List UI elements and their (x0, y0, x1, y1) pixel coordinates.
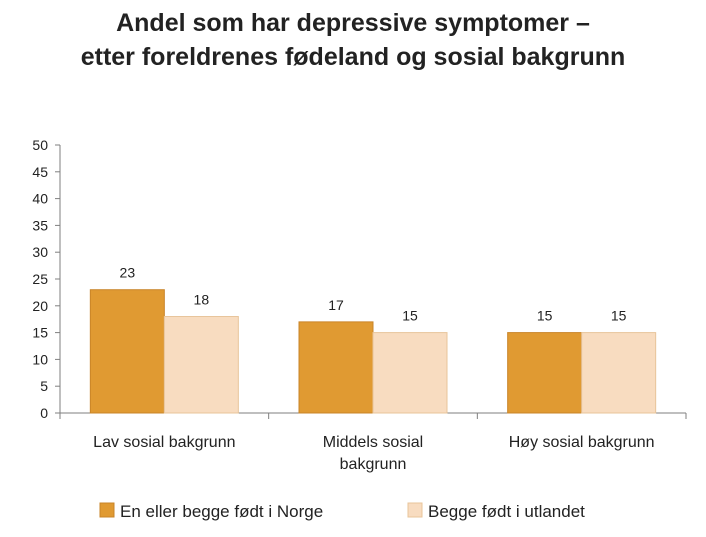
category-label-line: bakgrunn (340, 456, 407, 473)
data-label: 17 (328, 297, 344, 313)
y-tick-label: 10 (32, 351, 48, 367)
category-label-line: Lav sosial bakgrunn (93, 434, 235, 451)
legend-swatch (99, 502, 115, 518)
y-tick-label: 5 (40, 378, 48, 394)
data-label: 18 (194, 292, 210, 308)
data-label: 15 (402, 308, 418, 324)
bar (89, 289, 165, 414)
chart-title: Andel som har depressive symptomer – ett… (0, 6, 706, 74)
category-label: Middels sosial bakgrunn (323, 434, 423, 473)
category-label-line: Høy sosial bakgrunn (509, 434, 655, 451)
y-tick-label: 30 (32, 244, 48, 260)
bar (372, 332, 448, 414)
y-tick-label: 45 (32, 164, 48, 180)
axes: 0 5 10 15 20 25 30 35 40 45 50 Lav sosial bakgrunn M… (32, 137, 687, 473)
category-label-line: Middels sosial (323, 434, 423, 451)
y-tick-label: 25 (32, 271, 48, 287)
y-tick-label: 40 (32, 191, 48, 207)
legend-label: En eller begge født i Norge (120, 502, 323, 521)
bar (581, 332, 657, 414)
data-label: 15 (537, 308, 553, 324)
y-tick-label: 20 (32, 298, 48, 314)
category-label: Lav sosial bakgrunn (93, 434, 235, 451)
title-line-2: etter foreldrenes fødeland og sosial bak… (80, 43, 626, 71)
y-tick-label: 15 (32, 325, 48, 341)
data-label: 23 (120, 265, 136, 281)
bar (298, 321, 374, 414)
y-tick-label: 50 (32, 137, 48, 153)
y-tick-label: 35 (32, 217, 48, 233)
data-label: 15 (611, 308, 627, 324)
bars (89, 289, 657, 414)
bar (163, 316, 239, 414)
legend: En eller begge født i Norge Begge født i … (99, 502, 585, 521)
y-tick-label: 0 (40, 405, 48, 421)
category-label: Høy sosial bakgrunn (509, 434, 655, 451)
title-line-1: Andel som har depressive symptomer – (116, 9, 590, 37)
data-labels: 23 18 17 15 15 15 (120, 265, 627, 324)
bar (507, 332, 583, 414)
legend-swatch (407, 502, 423, 518)
legend-label: Begge født i utlandet (428, 502, 585, 521)
